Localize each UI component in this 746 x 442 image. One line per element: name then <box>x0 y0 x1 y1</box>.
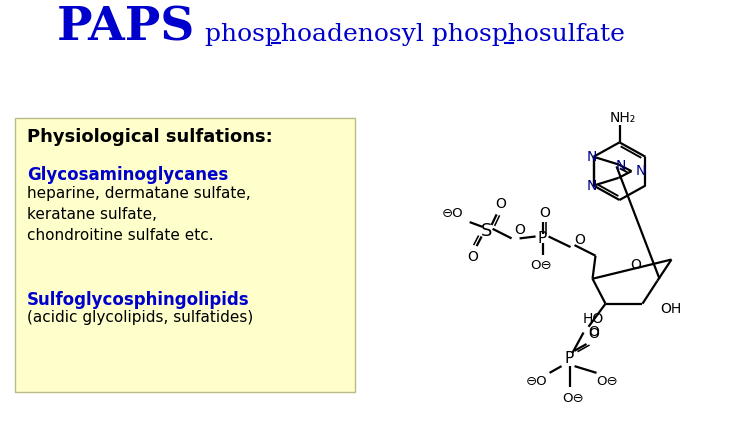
Text: Physiological sulfations:: Physiological sulfations: <box>27 128 273 146</box>
Text: O: O <box>514 223 525 237</box>
Text: O: O <box>630 258 642 272</box>
Text: HO: HO <box>583 312 604 326</box>
Text: O⊖: O⊖ <box>530 259 551 272</box>
Text: P: P <box>538 231 547 246</box>
FancyBboxPatch shape <box>15 118 354 392</box>
Text: O: O <box>539 206 550 221</box>
Text: PAPS: PAPS <box>57 4 195 50</box>
Text: Glycosaminoglycanes: Glycosaminoglycanes <box>27 166 228 184</box>
Text: O: O <box>495 197 506 211</box>
Text: O⊖: O⊖ <box>562 392 584 405</box>
Text: ⊖O: ⊖O <box>442 207 463 220</box>
Text: heparine, dermatane sulfate,
keratane sulfate,
chondroitine sulfate etc.: heparine, dermatane sulfate, keratane su… <box>27 186 251 243</box>
Text: P: P <box>565 351 574 366</box>
Text: O: O <box>574 233 585 248</box>
Text: N: N <box>615 160 626 173</box>
Text: N: N <box>636 164 646 178</box>
Text: N: N <box>586 179 597 193</box>
Text: phosphoadenosyl phosphosulfate: phosphoadenosyl phosphosulfate <box>205 23 624 46</box>
Text: S: S <box>481 222 492 240</box>
Text: ⊖O: ⊖O <box>526 375 548 388</box>
Text: O: O <box>588 324 599 339</box>
Text: NH₂: NH₂ <box>609 111 636 126</box>
Text: O: O <box>467 250 478 263</box>
Text: O⊖: O⊖ <box>597 375 618 388</box>
Text: (acidic glycolipids, sulfatides): (acidic glycolipids, sulfatides) <box>27 310 253 325</box>
Text: N: N <box>586 150 597 164</box>
Text: O: O <box>588 328 599 341</box>
Text: OH: OH <box>660 301 682 316</box>
Text: Sulfoglycosphingolipids: Sulfoglycosphingolipids <box>27 291 250 309</box>
